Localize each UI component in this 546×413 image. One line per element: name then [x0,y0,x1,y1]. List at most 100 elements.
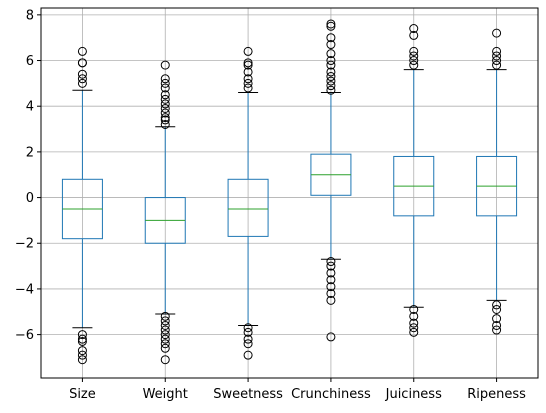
outlier-point [326,40,336,50]
axes: −6 −4 −2 0 2 4 6 8 Size Weight Sweetness Crunchines… [15,8,526,402]
outlier-point [326,295,336,305]
outlier-point [409,30,419,40]
outlier-point [160,343,170,353]
outlier-point [409,60,419,70]
plot-frame [40,7,539,379]
outlier-point [326,33,336,43]
outlier-point [243,350,253,360]
x-tick-label: Ripeness [467,387,526,402]
outlier-point [160,74,170,84]
outlier-point [160,334,170,344]
outlier-point [326,261,336,271]
outlier-point [77,330,87,340]
outlier-point [409,304,419,314]
outlier-point [243,334,253,344]
outlier-point [492,56,502,66]
outlier-point [492,51,502,61]
box-size [61,46,103,365]
outlier-point [160,90,170,100]
outlier-point [326,85,336,95]
outlier-point [492,314,502,324]
outlier-point [243,327,253,337]
outlier-point [326,81,336,91]
outlier-point [160,119,170,129]
outlier-point [160,325,170,335]
outlier-point [243,58,253,68]
y-tick-label: 0 [26,191,34,206]
box-sweetness [227,46,269,360]
outlier-point [160,355,170,365]
outlier-point [160,115,170,125]
outlier-point [326,60,336,70]
outlier-point [409,24,419,34]
x-tick-label: Crunchiness [291,387,371,402]
outlier-point [160,320,170,330]
y-tick-label: 8 [26,8,34,23]
box-crunchiness [310,19,352,342]
box-iqr [227,178,269,237]
outlier-point [160,60,170,70]
outlier-point [160,330,170,340]
y-tick-label: 6 [26,54,34,69]
outlier-point [326,268,336,278]
outlier-point [160,339,170,349]
outlier-point [326,21,336,31]
box-weight [144,60,186,365]
x-tick-label: Weight [143,387,188,402]
x-tick-label: Juiciness [385,387,442,402]
outlier-point [77,336,87,346]
outlier-point [243,78,253,88]
outlier-point [160,113,170,123]
y-tick-label: −6 [15,328,34,343]
outlier-point [160,94,170,104]
outlier-point [243,46,253,56]
outlier-point [492,304,502,314]
outlier-point [77,346,87,356]
outlier-point [77,334,87,344]
outlier-point [160,311,170,321]
outlier-point [326,288,336,298]
y-tick-label: −2 [15,237,34,252]
x-tick-label: Size [69,387,96,402]
outlier-point [77,355,87,365]
outlier-point [77,69,87,79]
y-tick-label: 2 [26,145,34,160]
outlier-point [326,257,336,267]
y-tick-label: −4 [15,282,34,297]
outlier-point [492,60,502,70]
outlier-point [243,67,253,77]
outlier-point [326,282,336,292]
outlier-point [160,108,170,118]
outlier-point [409,323,419,333]
outlier-point [326,76,336,86]
outlier-point [409,46,419,56]
outlier-point [243,339,253,349]
outlier-point [326,67,336,77]
outlier-point [243,323,253,333]
outlier-point [326,72,336,82]
outlier-point [160,83,170,93]
box-ripeness [476,28,518,335]
box-juiciness [393,24,435,337]
outlier-point [77,74,87,84]
outlier-point [492,300,502,310]
y-tick-label: 4 [26,100,34,115]
outlier-point [409,56,419,66]
outlier-point [77,78,87,88]
outlier-point [243,83,253,93]
outlier-point [409,327,419,337]
outlier-point [326,56,336,66]
outlier-point [409,318,419,328]
outlier-point [326,275,336,285]
outlier-point [409,51,419,61]
grid-lines [41,8,538,378]
outlier-point [492,325,502,335]
outlier-point [492,46,502,56]
outlier-point [77,46,87,56]
x-tick-label: Sweetness [213,387,283,402]
outlier-point [243,74,253,84]
outlier-point [409,311,419,321]
outlier-point [160,316,170,326]
box-series [61,19,518,365]
